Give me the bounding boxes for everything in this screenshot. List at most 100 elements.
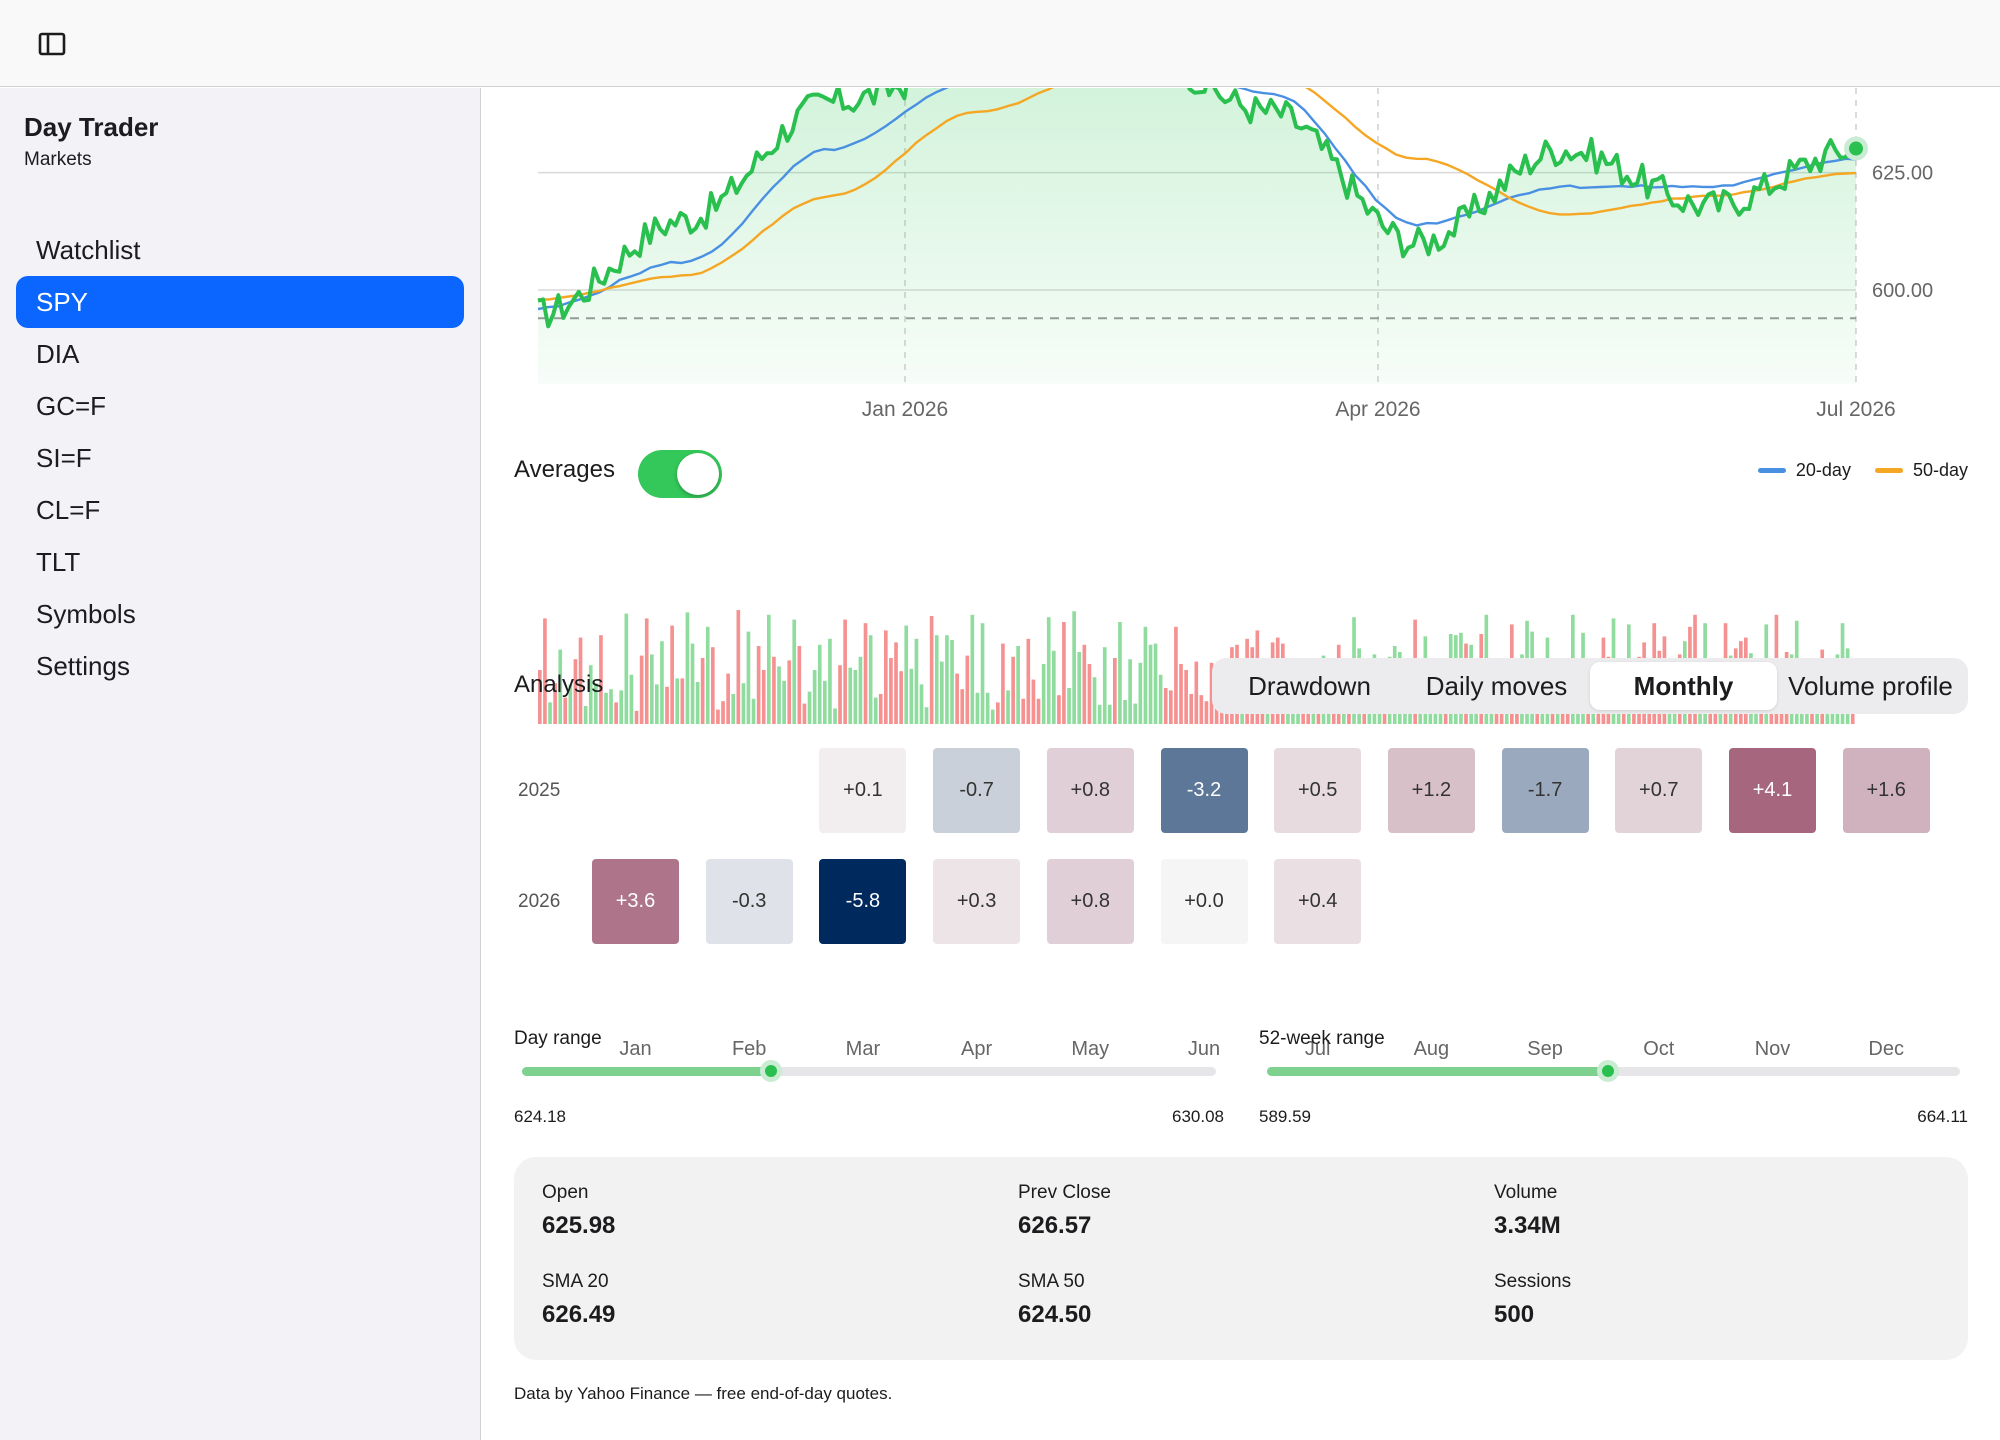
top-bar bbox=[0, 0, 2000, 87]
heatmap-cell[interactable]: -3.2 bbox=[1160, 748, 1248, 833]
volume-bar bbox=[1377, 704, 1382, 724]
stat-sessions: Sessions 500 bbox=[1494, 1271, 1954, 1329]
heatmap-cell[interactable]: +0.0 bbox=[1160, 859, 1248, 944]
volume-bar bbox=[777, 666, 781, 724]
heatmap-cell[interactable]: +1.2 bbox=[1387, 748, 1475, 833]
averages-label: Averages bbox=[514, 456, 615, 483]
volume-bar bbox=[538, 670, 542, 724]
stat-value: 626.49 bbox=[542, 1301, 616, 1328]
volume-bar bbox=[756, 646, 761, 724]
analysis-tabs: Drawdown Daily moves Monthly Volume profile bbox=[1212, 658, 1968, 714]
heatmap-cell[interactable]: +0.8 bbox=[1046, 748, 1134, 833]
sma50-line bbox=[537, 88, 1857, 301]
sidebar-item-settings[interactable]: Settings bbox=[36, 651, 130, 681]
sidebar-item-cl-f[interactable]: CL=F bbox=[36, 495, 101, 525]
heatmap-cell[interactable]: +0.5 bbox=[1274, 748, 1362, 833]
sidebar-item-spy[interactable]: SPY bbox=[16, 276, 464, 328]
heatmap-cell[interactable]: +0.1 bbox=[819, 748, 907, 833]
volume-bar bbox=[1123, 700, 1127, 724]
stat-open: Open 625.98 bbox=[542, 1182, 1002, 1240]
volume-bar bbox=[873, 697, 878, 724]
volume-bar bbox=[716, 709, 720, 724]
volume-bar bbox=[1077, 652, 1082, 724]
volume-bar bbox=[1163, 688, 1168, 724]
volume-bar bbox=[838, 665, 842, 724]
heatmap-cell[interactable]: -5.8 bbox=[819, 859, 907, 944]
volume-bar bbox=[924, 707, 929, 724]
volume-bar bbox=[955, 673, 959, 724]
heatmap-cell[interactable]: +0.4 bbox=[1274, 859, 1362, 944]
tab-volume-profile[interactable]: Volume profile bbox=[1788, 671, 1953, 701]
sidebar-item-symbols[interactable]: Symbols bbox=[36, 599, 136, 629]
heatmap-month-label: Jun bbox=[1187, 1038, 1221, 1060]
volume-bar bbox=[1001, 643, 1005, 724]
volume-bar bbox=[1062, 622, 1066, 724]
volume-bar bbox=[736, 610, 741, 724]
volume-bar bbox=[1082, 644, 1087, 724]
volume-bar bbox=[650, 654, 654, 724]
stat-value: 624.50 bbox=[1018, 1301, 1092, 1328]
heatmap-cell[interactable]: +0.8 bbox=[1046, 859, 1134, 944]
averages-toggle[interactable] bbox=[638, 450, 722, 498]
volume-bar bbox=[624, 613, 629, 724]
volume-bar bbox=[1769, 707, 1774, 724]
volume-bar bbox=[1174, 626, 1178, 724]
tab-drawdown[interactable]: Drawdown bbox=[1248, 671, 1371, 701]
sma20-line bbox=[537, 88, 1857, 311]
volume-bar bbox=[767, 614, 771, 724]
volume-bar bbox=[609, 689, 613, 724]
volume-bar bbox=[812, 670, 817, 724]
toggle-knob bbox=[677, 453, 719, 495]
volume-bar bbox=[670, 625, 674, 724]
volume-bar bbox=[833, 708, 837, 724]
volume-bar bbox=[823, 680, 827, 724]
volume-bar bbox=[1194, 661, 1199, 724]
tab-daily-moves[interactable]: Daily moves bbox=[1425, 671, 1568, 701]
sidebar-item-tlt[interactable]: TLT bbox=[36, 547, 81, 577]
sidebar-item-watchlist[interactable]: Watchlist bbox=[36, 235, 141, 265]
sidebar-item-dia[interactable]: DIA bbox=[36, 339, 80, 369]
volume-bar bbox=[940, 661, 944, 724]
day-range-marker bbox=[760, 1060, 783, 1082]
volume-bar bbox=[1087, 664, 1092, 724]
heatmap-cell[interactable]: +0.7 bbox=[1615, 748, 1703, 833]
heatmap-cell[interactable]: +3.6 bbox=[592, 859, 679, 944]
sidebar-item-gc-f[interactable]: GC=F bbox=[36, 391, 107, 421]
stat-sma-50: SMA 50 624.50 bbox=[1018, 1271, 1478, 1329]
heatmap-cell[interactable]: +0.3 bbox=[933, 859, 1021, 944]
stat-value: 500 bbox=[1494, 1301, 1535, 1328]
tab-monthly[interactable]: Monthly bbox=[1590, 662, 1777, 710]
volume-bar bbox=[1041, 664, 1046, 724]
volume-bar bbox=[1011, 656, 1015, 724]
x-tick-label: Jul 2026 bbox=[1816, 398, 1895, 421]
stat-label: Open bbox=[542, 1182, 589, 1203]
volume-bar bbox=[980, 623, 985, 724]
sidebar-item-si-f[interactable]: SI=F bbox=[36, 443, 92, 473]
volume-bar bbox=[1046, 617, 1051, 724]
volume-bar bbox=[568, 684, 573, 724]
heatmap-cell[interactable]: +1.6 bbox=[1842, 748, 1930, 833]
volume-bar bbox=[1204, 701, 1209, 724]
heatmap-cell[interactable]: -0.7 bbox=[933, 748, 1021, 833]
legend-item-50-day: 50-day bbox=[1874, 460, 1968, 481]
stat-label: Sessions bbox=[1494, 1271, 1572, 1292]
volume-bar bbox=[1092, 677, 1097, 724]
volume-bar bbox=[996, 702, 1000, 724]
last-price-marker bbox=[1849, 141, 1863, 156]
week52-range-high: 664.11 bbox=[1917, 1107, 1968, 1126]
sidebar: Day Trader Markets Watchlist SPY DIA GC=F SI… bbox=[0, 88, 481, 1440]
heatmap-cell[interactable]: -1.7 bbox=[1501, 748, 1589, 833]
volume-bar bbox=[558, 649, 563, 724]
volume-bar bbox=[1072, 611, 1076, 724]
week52-range-fill bbox=[1267, 1067, 1609, 1076]
volume-bar bbox=[950, 640, 954, 724]
sidebar-toggle-icon[interactable] bbox=[34, 28, 70, 60]
heatmap-cell[interactable]: +4.1 bbox=[1729, 748, 1816, 833]
volume-bar bbox=[1148, 644, 1153, 724]
volume-bar bbox=[761, 670, 766, 724]
volume-bar bbox=[853, 670, 858, 724]
heatmap-cell[interactable]: -0.3 bbox=[705, 859, 793, 944]
volume-bar bbox=[1036, 698, 1041, 724]
volume-bar bbox=[848, 667, 853, 724]
volume-bar bbox=[914, 638, 919, 724]
